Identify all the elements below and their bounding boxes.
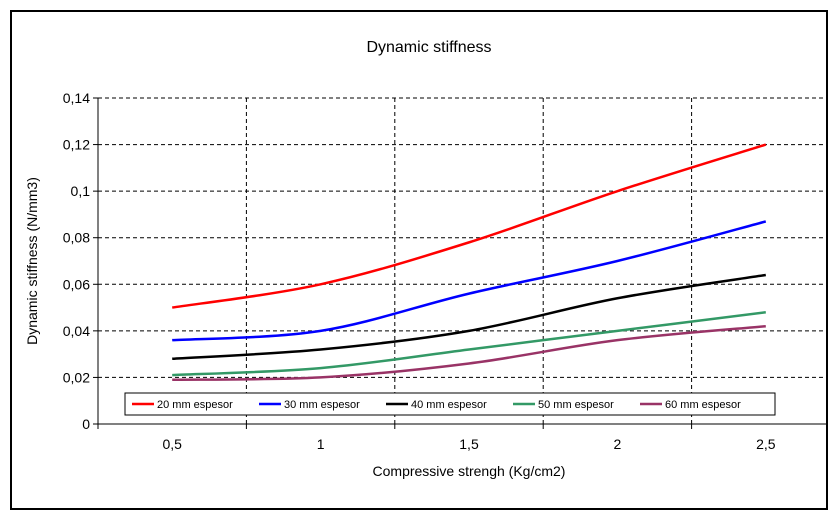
x-tick-label: 2 <box>614 436 622 452</box>
y-tick-label: 0,06 <box>63 276 90 292</box>
y-tick-label: 0,02 <box>63 369 90 385</box>
legend: 20 mm espesor 30 mm espesor 40 mm espesor 5… <box>124 392 776 416</box>
series-line-2 <box>172 220 767 342</box>
y-tick-label: 0,1 <box>71 183 91 199</box>
plot-area <box>98 98 826 424</box>
x-axis-ticks: 0,5 1 1,5 2 2,5 <box>97 424 776 452</box>
legend-label-1: 20 mm espesor <box>157 399 233 411</box>
legend-label-3: 40 mm espesor <box>411 399 487 411</box>
legend-box <box>124 392 776 416</box>
chart-title: Dynamic stiffness <box>366 39 491 56</box>
chart-frame: Dynamic stiffness 0 0,02 0,04 0,06 0,08 0,1 0,… <box>10 10 828 510</box>
y-tick-label: 0,12 <box>63 137 90 153</box>
series-line-1 <box>172 143 767 309</box>
y-axis-label: Dynamic stiffness (N/mm3) <box>24 177 40 345</box>
y-axis-ticks: 0 0,02 0,04 0,06 0,08 0,1 0,12 0,14 <box>63 90 98 432</box>
legend-label-5: 60 mm espesor <box>665 399 741 411</box>
axes <box>97 98 826 425</box>
x-tick-label: 0,5 <box>162 436 182 452</box>
series-lines <box>172 143 767 382</box>
line-chart: Dynamic stiffness 0 0,02 0,04 0,06 0,08 0,1 0,… <box>24 39 826 479</box>
y-tick-label: 0,04 <box>63 323 90 339</box>
y-tick-label: 0 <box>82 416 90 432</box>
legend-label-4: 50 mm espesor <box>538 399 614 411</box>
x-tick-label: 1 <box>317 436 325 452</box>
y-tick-label: 0,08 <box>63 230 90 246</box>
x-tick-label: 1,5 <box>459 436 479 452</box>
y-tick-label: 0,14 <box>63 90 90 106</box>
x-tick-label: 2,5 <box>756 436 776 452</box>
series-line-5 <box>172 324 766 382</box>
series-line-3 <box>172 273 766 361</box>
legend-label-2: 30 mm espesor <box>284 399 360 411</box>
series-line-4 <box>172 310 766 377</box>
x-axis-label: Compressive strengh (Kg/cm2) <box>373 463 566 479</box>
